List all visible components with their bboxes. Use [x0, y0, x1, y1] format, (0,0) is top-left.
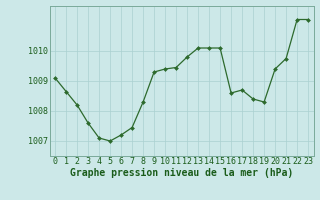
X-axis label: Graphe pression niveau de la mer (hPa): Graphe pression niveau de la mer (hPa) — [70, 168, 293, 178]
